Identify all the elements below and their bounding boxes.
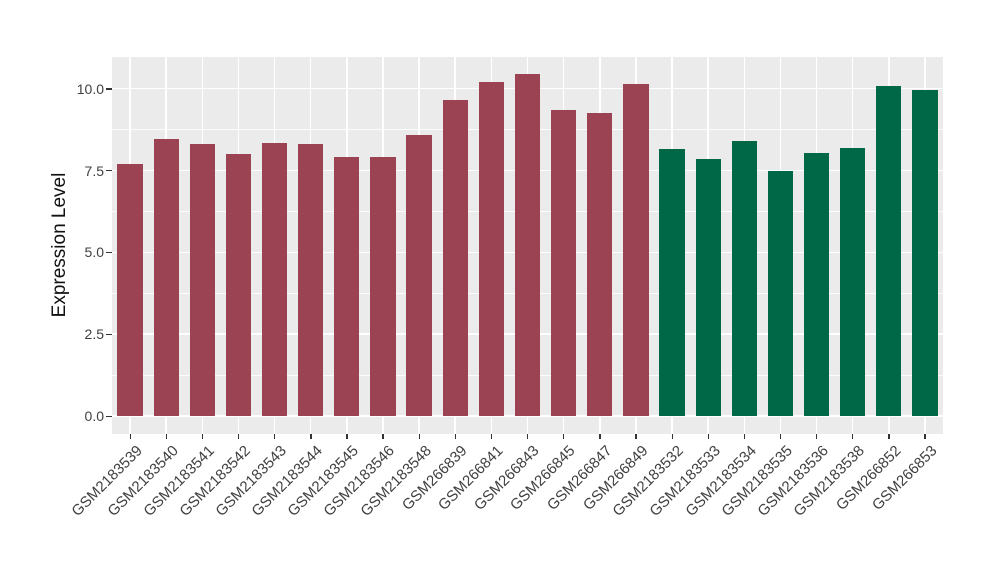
- x-axis-tick: [599, 434, 601, 439]
- bar: [153, 139, 179, 417]
- x-axis-tick: [779, 434, 782, 439]
- bar: [261, 142, 288, 417]
- bar: [767, 170, 794, 417]
- x-axis-tick: [816, 434, 818, 439]
- plot-panel: [112, 57, 943, 434]
- bar: [659, 149, 685, 417]
- x-axis-tick: [165, 434, 167, 439]
- bar: [117, 164, 143, 417]
- bar: [695, 159, 721, 417]
- x-axis-tick: [201, 434, 204, 439]
- y-axis-title: Expression Level: [49, 172, 70, 318]
- x-axis-tick: [490, 434, 493, 439]
- x-axis-tick: [382, 434, 384, 439]
- x-axis-tick: [418, 434, 420, 439]
- x-axis-tick: [635, 434, 637, 439]
- x-axis-tick: [346, 434, 348, 439]
- y-axis-tick: [106, 251, 112, 254]
- y-axis-tick: [106, 170, 112, 172]
- bar: [442, 100, 468, 417]
- x-axis-tick: [852, 434, 854, 439]
- x-axis-tick: [237, 434, 240, 439]
- bar: [731, 141, 757, 417]
- x-axis-tick: [924, 434, 926, 439]
- bar: [370, 157, 396, 417]
- y-axis-tick-label: 5.0: [84, 244, 104, 261]
- y-axis-tick: [106, 415, 112, 417]
- bar: [912, 90, 938, 417]
- y-axis-tick-label: 10.0: [76, 80, 104, 97]
- x-axis-tick: [527, 434, 529, 439]
- bar: [803, 152, 830, 417]
- x-axis-tick: [129, 434, 131, 439]
- y-axis-tick-label: 2.5: [84, 326, 104, 343]
- x-axis-tick: [743, 434, 746, 439]
- bar: [406, 134, 432, 417]
- x-axis-tick: [454, 434, 457, 439]
- bar: [514, 74, 541, 417]
- bar: [623, 83, 649, 417]
- x-axis-tick: [888, 434, 890, 439]
- bar: [334, 157, 360, 417]
- bar: [840, 147, 866, 417]
- y-axis-tick-label: 7.5: [84, 162, 104, 179]
- bar: [189, 144, 215, 417]
- x-axis-tick: [310, 434, 312, 439]
- bar: [587, 113, 613, 417]
- y-axis-tick: [106, 333, 112, 335]
- x-axis-tick: [671, 434, 673, 439]
- bar: [478, 82, 504, 417]
- x-axis-tick: [563, 434, 565, 439]
- bar: [876, 85, 902, 417]
- bar: [225, 154, 252, 417]
- bar: [550, 110, 577, 417]
- bar: [298, 144, 324, 417]
- y-axis-tick: [106, 88, 112, 90]
- x-axis-tick: [274, 434, 276, 439]
- y-axis-tick-label: 0.0: [84, 408, 104, 424]
- x-axis-tick: [707, 434, 709, 439]
